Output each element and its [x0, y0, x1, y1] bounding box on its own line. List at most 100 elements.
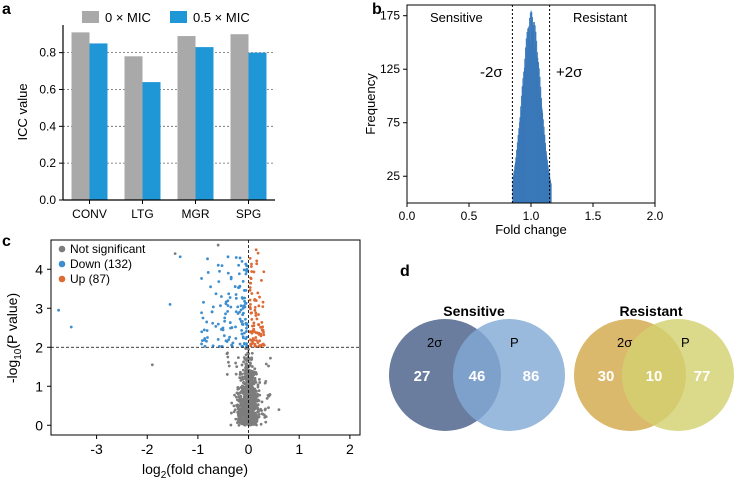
c-point-down [221, 326, 225, 330]
c-point-down [218, 269, 221, 273]
c-point-down [229, 326, 232, 330]
b-x-tick-label: 0.0 [399, 209, 416, 223]
c-point-ns [236, 387, 240, 391]
c-point-ns [249, 381, 252, 385]
c-point-ns [241, 368, 245, 372]
venn-resistant-title: Resistant [619, 303, 682, 319]
c-point-up [257, 323, 260, 326]
c-point-ns [264, 415, 268, 419]
c-point-ns [236, 407, 240, 411]
c-point-up [253, 298, 256, 302]
c-point-ns [252, 411, 256, 415]
c-point-down [227, 338, 231, 342]
b-region-resistant: Resistant [573, 10, 628, 25]
c-point-down [245, 269, 248, 273]
c-point-ns [250, 423, 254, 427]
c-point-down [240, 332, 244, 336]
panel-a-bar-chart: 0.00.20.40.60.8 CONV LTG MGR SPG ICC value … [15, 10, 275, 221]
c-legend-marker [58, 245, 66, 253]
c-point-up [249, 281, 253, 285]
c-point-down [206, 271, 210, 274]
c-point-down [238, 317, 242, 321]
c-point-ns [264, 407, 267, 411]
venn-resistant-circle-p [622, 319, 734, 431]
c-point-down [243, 299, 246, 303]
c-point-ns [250, 358, 253, 361]
c-point-ns [244, 411, 248, 415]
c-point-ns [229, 411, 233, 415]
c-y-label: -log10(P value) [4, 293, 24, 383]
c-point-ns [251, 375, 255, 379]
c-point-up [257, 333, 261, 336]
c-point-ns [249, 417, 253, 421]
c-point-down [226, 304, 230, 307]
c-point-ns [232, 404, 236, 408]
c-point-ns [243, 398, 247, 401]
c-point-down [217, 280, 221, 284]
b-x-tick-label: 2.0 [647, 209, 664, 223]
a-y-tick-label: 0.8 [39, 46, 56, 60]
c-point-down [226, 255, 230, 259]
c-legend-marker [58, 275, 66, 283]
c-point-down [245, 264, 249, 268]
c-point-ns [237, 409, 241, 413]
c-point-ns [256, 410, 259, 414]
c-point-down [234, 310, 238, 314]
c-point-ns [225, 373, 229, 376]
c-point-up [253, 306, 257, 309]
c-point-down [205, 329, 209, 332]
c-point-ns [248, 361, 252, 365]
c-point-ns [226, 355, 230, 359]
c-point-ns [238, 419, 242, 423]
c-point-up [261, 342, 265, 346]
b-y-tick-label: 125 [380, 62, 400, 76]
panel-label-c: c [2, 233, 11, 250]
b-x-tick-label: 1.5 [585, 209, 602, 223]
c-point-down [227, 292, 231, 296]
a-bar-ltg-blue [142, 82, 161, 200]
c-point-ns [249, 399, 253, 403]
c-point-down [211, 305, 215, 309]
a-bar-conv-blue [89, 43, 108, 200]
a-y-ticks: 0.0 0.2 0.4 0.6 0.8 [39, 46, 63, 207]
c-y-tick-label: 0 [35, 417, 43, 433]
b-region-sensitive: Sensitive [430, 10, 483, 25]
c-point-up [255, 317, 259, 321]
c-point-ns [254, 399, 258, 403]
c-point-up [249, 265, 253, 268]
c-point-ns [252, 423, 256, 426]
c-point-up [253, 308, 257, 312]
c-point-ns [240, 406, 244, 409]
a-y-label: ICC value [15, 83, 30, 140]
c-point-down [228, 321, 232, 324]
c-point-ns [245, 365, 249, 368]
c-point-down [202, 300, 205, 304]
c-point-down [242, 289, 246, 292]
c-point-down [233, 285, 237, 288]
c-point-up [261, 325, 265, 329]
c-point-ns [236, 417, 240, 421]
a-bar-conv-gray [71, 32, 90, 200]
c-point-down [206, 257, 209, 261]
c-point-down [219, 304, 222, 308]
c-point-ns [234, 417, 238, 421]
c-point-up [253, 330, 256, 334]
c-point-down [220, 295, 223, 298]
a-x-tick-label: LTG [131, 207, 153, 221]
c-x-tick-label: 0 [245, 441, 253, 457]
b-x-label: Fold change [495, 222, 567, 237]
c-point-down [201, 339, 204, 342]
a-x-tick-label: MGR [182, 207, 210, 221]
c-point-ns [233, 393, 236, 397]
c-point-down [239, 320, 243, 323]
c-point-ns [257, 389, 261, 393]
c-point-ns [227, 364, 231, 368]
c-point-ns [252, 418, 255, 422]
c-point-up [249, 344, 253, 348]
c-point-up [257, 304, 261, 308]
c-point-ns [269, 356, 272, 360]
c-point-down [244, 272, 248, 276]
